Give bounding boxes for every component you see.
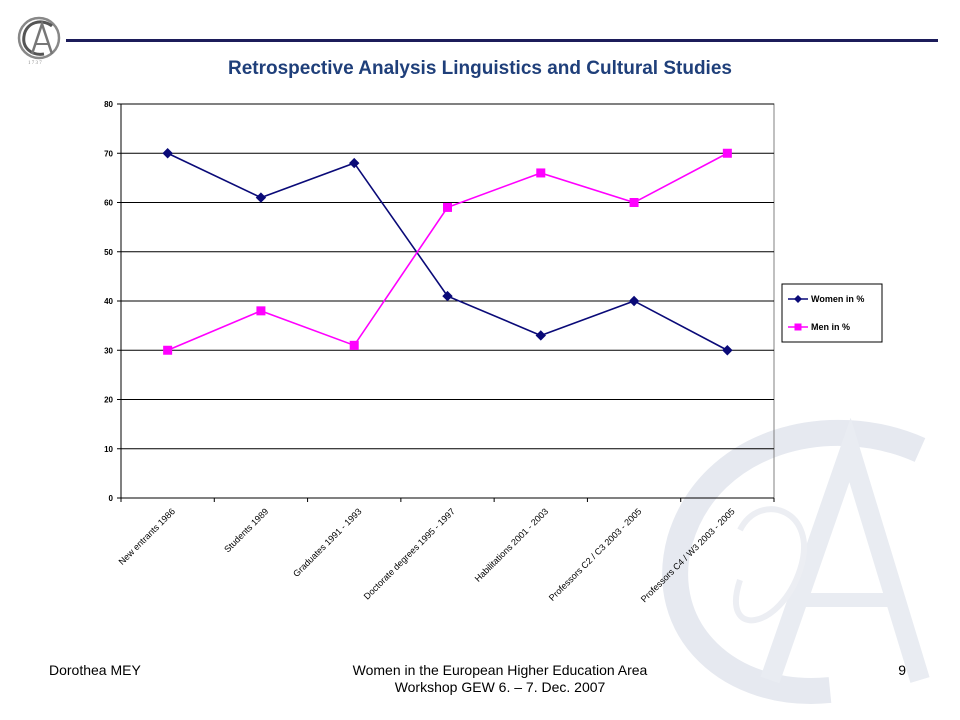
legend	[781, 283, 883, 343]
legend-marker	[794, 295, 802, 303]
footer-event-line-2: Workshop GEW 6. – 7. Dec. 2007	[394, 679, 606, 695]
y-tick-label: 70	[104, 149, 113, 158]
page-number: 9	[898, 662, 906, 678]
footer-author: Dorothea MEY	[49, 662, 141, 678]
data-point	[535, 330, 546, 341]
y-tick-label: 20	[104, 396, 113, 405]
data-point	[722, 148, 732, 158]
data-point	[255, 192, 267, 203]
legend-marker	[794, 323, 802, 331]
x-tick-label: Graduates 1991 - 1993	[291, 506, 364, 579]
data-point	[349, 340, 359, 350]
data-point	[629, 198, 639, 207]
data-point	[163, 345, 173, 355]
y-tick-label: 40	[104, 297, 113, 306]
y-tick-label: 0	[109, 494, 114, 503]
x-tick-label: Professors C2 / C3 2003 - 2005	[547, 506, 644, 603]
x-tick-label: Students 1989	[222, 506, 270, 554]
data-point	[722, 345, 733, 356]
legend-label: Men in %	[811, 322, 850, 332]
data-point	[442, 290, 453, 302]
data-point	[536, 168, 546, 178]
data-point	[628, 295, 640, 307]
x-tick-label: Habilitations 2001 - 2003	[473, 506, 550, 583]
data-point	[256, 306, 266, 316]
header-rule	[66, 39, 938, 42]
y-tick-label: 30	[104, 346, 113, 355]
university-logo: 1 7 3 7	[17, 16, 61, 66]
slide-title: Retrospective Analysis Linguistics and C…	[228, 58, 732, 79]
data-point	[443, 202, 452, 212]
x-tick-label: Professors C4 / W3 2003 - 2005	[639, 506, 737, 604]
y-tick-label: 10	[104, 445, 113, 454]
footer-event-line-1: Women in the European Higher Education A…	[352, 662, 648, 678]
x-tick-label: New entrants 1986	[117, 506, 177, 566]
y-tick-label: 60	[104, 199, 113, 208]
y-tick-label: 50	[104, 248, 113, 257]
svg-text:1 7 3 7: 1 7 3 7	[28, 61, 42, 66]
data-point	[349, 157, 360, 169]
legend-label: Women in %	[811, 294, 864, 304]
data-point	[162, 148, 173, 159]
footer-event: Women in the European Higher Education A…	[300, 662, 700, 696]
x-tick-label: Doctorate degrees 1995 - 1997	[362, 506, 457, 601]
y-tick-label: 80	[104, 100, 113, 109]
